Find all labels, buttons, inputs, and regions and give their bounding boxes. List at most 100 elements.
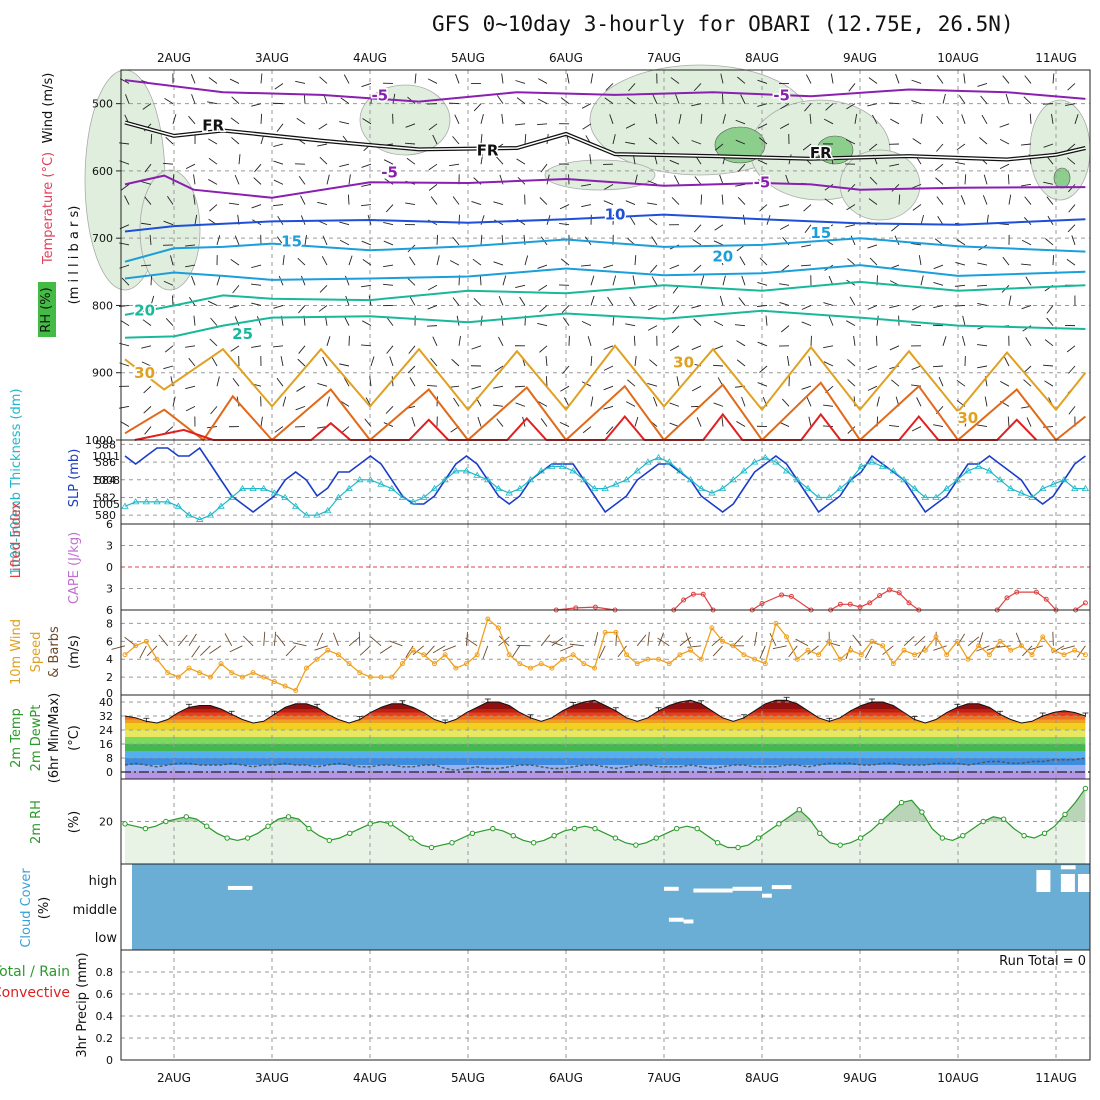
temp-line [124, 699, 1086, 724]
wind-speed-marker [282, 683, 288, 689]
wind-barb [319, 284, 328, 293]
rh-marker [1082, 785, 1089, 792]
wind-barb [911, 243, 922, 246]
date-label-top: 11AUG [1035, 51, 1077, 65]
wind-barb [825, 103, 834, 111]
surface-wind-barb [405, 645, 414, 658]
rh-marker [571, 825, 578, 832]
wind-barb [671, 136, 680, 145]
wind-barb [625, 123, 636, 129]
wind-barb [786, 356, 790, 367]
wind-barb [120, 421, 130, 427]
wind-barb [721, 416, 724, 427]
rh-shading [839, 149, 921, 221]
wind-barb [150, 275, 153, 286]
rh-marker [1000, 816, 1007, 822]
thickness-marker [590, 484, 599, 492]
wind-barb [163, 365, 174, 370]
wind-barb [515, 123, 526, 126]
wind-speed-marker [656, 656, 662, 662]
temp-band [125, 719, 1086, 723]
thickness-marker [974, 462, 983, 469]
wind-barb [847, 359, 856, 367]
wind-barb [1021, 239, 1032, 246]
temp-minmax-marker [271, 710, 278, 716]
wind-barb [1024, 196, 1032, 205]
isotherm-line [124, 213, 1086, 233]
surface-wind-barb [647, 631, 650, 646]
wind-barb [298, 345, 306, 354]
wind-barb [956, 143, 966, 151]
wind-barb [229, 78, 240, 84]
wind-barb [780, 103, 790, 110]
wind-barb [1007, 416, 1010, 427]
surface-wind-barb [996, 645, 1011, 648]
wind-barb [560, 385, 570, 392]
wind-barb [757, 79, 768, 84]
wind-barb [779, 224, 790, 230]
surface-wind-barb [903, 635, 915, 647]
wind-speed-marker [175, 674, 181, 680]
wind-barb [911, 79, 922, 84]
wind-barb [428, 163, 438, 171]
y-tick-label: 32 [99, 710, 113, 723]
wind-barb [669, 159, 680, 165]
wind-barb [427, 305, 438, 310]
surface-wind-barb [1061, 645, 1075, 651]
wind-barb [735, 324, 746, 327]
wind-barb [383, 159, 394, 165]
wind-barb [849, 296, 856, 306]
wind-barb [326, 174, 330, 185]
wind-barb [545, 376, 548, 387]
y-tick-label: 24 [99, 724, 113, 737]
wind-speed-marker [890, 661, 896, 667]
thickness-marker [270, 489, 279, 496]
thickness-marker [740, 467, 748, 474]
wind-barb [889, 345, 900, 351]
wind-speed-marker [549, 665, 555, 671]
wind-barb [211, 357, 218, 367]
rh-clip-fill [121, 779, 1090, 822]
wind-barb [647, 382, 658, 387]
rh-marker [1041, 830, 1048, 837]
wind-barb [612, 275, 617, 286]
wind-speed-marker [346, 661, 352, 667]
rh-marker [244, 835, 251, 841]
rh-marker [490, 825, 496, 832]
wind-barb [801, 305, 812, 310]
ylabel-cape: CAPE (J/kg) [67, 532, 82, 604]
wind-speed-marker [143, 638, 149, 644]
wind-barb [162, 162, 174, 165]
rh-marker [510, 832, 516, 839]
wind-speed-marker [901, 647, 907, 653]
wind-barb [1021, 183, 1032, 187]
wind-barb [700, 194, 703, 205]
wind-barb [605, 83, 614, 91]
surface-wind-barb [316, 632, 324, 646]
wind-barb [207, 300, 218, 306]
wind-barb [274, 426, 284, 433]
wind-barb [361, 284, 372, 288]
wind-speed-marker [624, 652, 630, 658]
wind-barb [172, 396, 176, 407]
wind-barb [1042, 103, 1054, 105]
wind-barb [120, 319, 130, 327]
wind-speed-marker [794, 656, 800, 662]
wind-speed-marker [954, 638, 960, 644]
wind-barb [850, 235, 856, 246]
ylabel-millibars: (m i l l i b a r s) [67, 206, 82, 305]
ylabel-speed: Speed [29, 632, 44, 673]
wind-barb [629, 215, 636, 225]
y-tick-label: 584 [95, 474, 116, 487]
wind-barb [962, 315, 966, 326]
wind-speed-marker [133, 643, 139, 649]
wind-barb [934, 163, 944, 171]
wind-barb [625, 401, 636, 407]
thickness-marker [964, 467, 972, 474]
rh-marker [980, 818, 986, 825]
temp-minmax-marker [997, 710, 1004, 716]
wind-barb [144, 196, 152, 205]
date-label-bottom: 10AUG [937, 1071, 979, 1085]
wind-barb [164, 97, 174, 105]
